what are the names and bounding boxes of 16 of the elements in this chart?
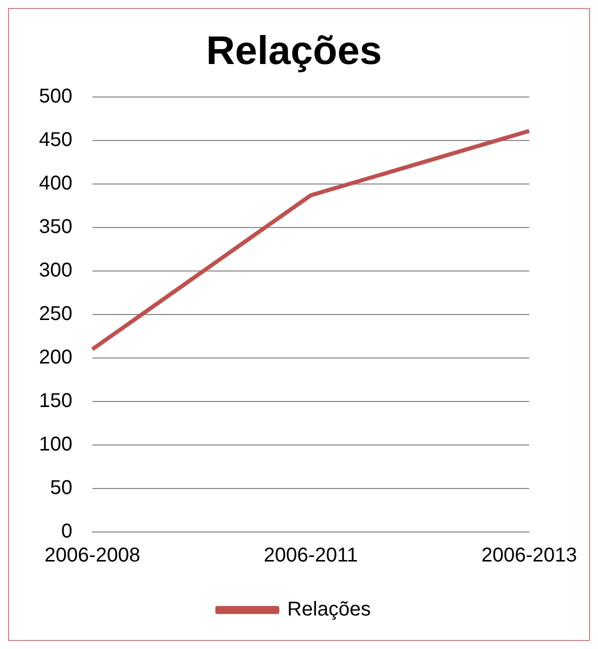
y-tick-label: 400: [38, 172, 72, 195]
y-tick-label: 450: [38, 129, 72, 152]
y-tick-label: 0: [61, 520, 72, 543]
legend-label: Relações: [287, 598, 371, 621]
x-tick-label: 2006-2013: [481, 544, 578, 567]
y-tick-label: 300: [38, 260, 72, 282]
y-tick-label: 100: [38, 434, 72, 456]
x-tick-label: 2006-2008: [44, 544, 140, 567]
chart-title: Relações: [206, 29, 382, 74]
x-tick-label: 2006-2011: [264, 544, 358, 567]
y-tick-label: 350: [38, 216, 72, 238]
y-tick-label: 200: [38, 346, 72, 369]
y-tick-label: 500: [38, 86, 72, 108]
y-tick-label: 250: [38, 303, 72, 326]
y-tick-label: 150: [38, 390, 72, 412]
y-tick-label: 50: [50, 477, 72, 500]
